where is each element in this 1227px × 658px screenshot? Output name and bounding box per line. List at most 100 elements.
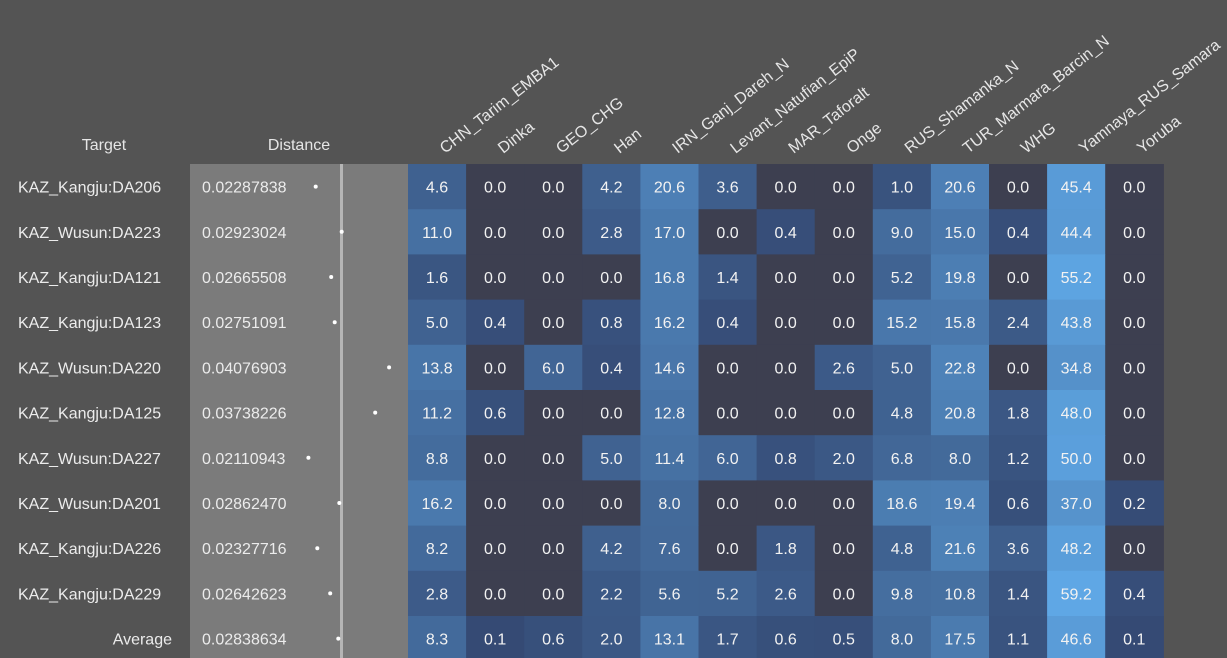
cell-value: 0.0	[833, 180, 855, 197]
cell-value: 0.0	[542, 541, 564, 558]
heatmap-cell	[466, 344, 525, 391]
table-row: KAZ_Kangju:DA229 0.02642623 2.8 0.0 0.0 2.2 5.…	[18, 570, 1164, 617]
distance-axis-bar	[340, 164, 343, 658]
heatmap-cell	[1047, 344, 1106, 391]
heatmap-cell	[756, 480, 816, 527]
cell-value: 0.4	[1123, 586, 1145, 603]
cell-value: 0.0	[1123, 315, 1145, 332]
heatmap-cell	[466, 570, 525, 617]
heatmap-cell	[640, 525, 700, 572]
row-distance-value: 0.02110943	[202, 451, 285, 468]
row-target-label: KAZ_Kangju:DA121	[18, 270, 161, 287]
heatmap-cell	[989, 390, 1048, 436]
cell-value: 15.8	[944, 315, 975, 332]
heatmap-cell	[698, 344, 758, 391]
heatmap-cell	[814, 616, 874, 658]
heatmap-cell	[814, 209, 874, 255]
cell-value: 0.8	[600, 315, 622, 332]
cell-value: 0.0	[484, 541, 506, 558]
table-row: KAZ_Kangju:DA226 0.02327716 8.2 0.0 0.0 4.2 7.…	[18, 525, 1164, 572]
cell-value: 0.0	[542, 406, 564, 423]
heatmap-cell	[582, 299, 641, 346]
heatmap-cell	[930, 616, 990, 658]
heatmap-cell	[930, 254, 990, 301]
distance-dot	[337, 501, 342, 505]
cell-value: 6.0	[542, 360, 564, 377]
cell-value: 20.6	[944, 180, 975, 197]
row-distance-value: 0.02327716	[202, 541, 287, 558]
heatmap-cell	[1105, 344, 1164, 391]
cell-value: 1.8	[775, 541, 797, 558]
cell-value: 7.6	[658, 541, 680, 558]
cell-value: 2.8	[426, 586, 448, 603]
cell-value: 48.0	[1061, 406, 1092, 423]
cell-value: 0.0	[775, 406, 797, 423]
heatmap-cell	[814, 435, 874, 481]
cell-value: 4.6	[426, 180, 448, 197]
cell-value: 0.0	[775, 180, 797, 197]
heatmap-cell	[582, 209, 641, 255]
heatmap-cell	[408, 209, 467, 255]
cell-value: 0.0	[484, 586, 506, 603]
heatmap-cell	[698, 480, 758, 527]
heatmap-cell	[466, 480, 525, 527]
cell-value: 0.0	[833, 541, 855, 558]
heatmap-cell	[930, 209, 990, 255]
heatmap-cell	[872, 209, 932, 255]
chart-headers: Target Distance	[82, 137, 330, 154]
cell-value: 15.0	[944, 225, 975, 242]
cell-value: 0.0	[775, 360, 797, 377]
cell-value: 45.4	[1061, 180, 1092, 197]
cell-value: 22.8	[944, 360, 975, 377]
heatmap-cell	[524, 299, 583, 346]
distance-dot	[332, 320, 337, 325]
cell-value: 59.2	[1061, 586, 1092, 603]
heatmap-cell	[989, 344, 1048, 391]
cell-value: 1.4	[1007, 586, 1029, 603]
cell-value: 0.0	[1123, 225, 1145, 242]
cell-value: 0.0	[542, 496, 564, 513]
heatmap-cell	[872, 299, 932, 346]
cell-value: 37.0	[1061, 496, 1092, 513]
heatmap-cell	[989, 480, 1048, 527]
row-distance-value: 0.02838634	[202, 632, 287, 649]
table-row: KAZ_Kangju:DA121 0.02665508 1.6 0.0 0.0 0.0 16…	[18, 254, 1164, 301]
cell-value: 0.6	[542, 632, 564, 649]
heatmap-cell	[756, 570, 816, 617]
row-distance-value: 0.02862470	[202, 496, 287, 513]
cell-value: 0.0	[542, 451, 564, 468]
cell-value: 34.8	[1061, 360, 1092, 377]
heatmap-cell	[640, 390, 700, 436]
heatmap-cell	[582, 164, 641, 210]
cell-value: 0.0	[716, 406, 738, 423]
cell-value: 2.2	[600, 586, 622, 603]
cell-value: 11.2	[422, 406, 452, 423]
heatmap-cell	[1047, 616, 1106, 658]
cell-value: 19.8	[944, 270, 975, 287]
cell-value: 0.6	[1007, 496, 1029, 513]
cell-value: 50.0	[1061, 451, 1092, 468]
table-row: KAZ_Wusun:DA227 0.02110943 8.8 0.0 0.0 5.0 11.…	[18, 435, 1164, 481]
heatmap-cell	[930, 299, 990, 346]
heatmap-cell	[756, 164, 816, 210]
table-row: KAZ_Kangju:DA123 0.02751091 5.0 0.4 0.0 0.8 16…	[18, 299, 1164, 346]
cell-value: 0.0	[600, 270, 622, 287]
distance-dot	[339, 229, 344, 234]
column-header-han: Han	[611, 126, 645, 157]
distance-dot	[373, 410, 378, 415]
cell-value: 0.0	[484, 225, 506, 242]
heatmap-cell	[756, 435, 816, 481]
row-target-label: KAZ_Wusun:DA220	[18, 360, 161, 377]
distance-dot	[387, 365, 392, 370]
heatmap-cell	[582, 616, 641, 658]
cell-value: 0.8	[775, 451, 797, 468]
cell-value: 4.2	[600, 541, 622, 558]
heatmap-cell	[1105, 435, 1164, 481]
cell-value: 0.0	[1007, 180, 1029, 197]
heatmap-cell	[582, 435, 641, 481]
cell-value: 0.0	[484, 496, 506, 513]
heatmap-cell	[756, 209, 816, 255]
heatmap-cell	[1047, 570, 1106, 617]
heatmap-cell	[640, 480, 700, 527]
